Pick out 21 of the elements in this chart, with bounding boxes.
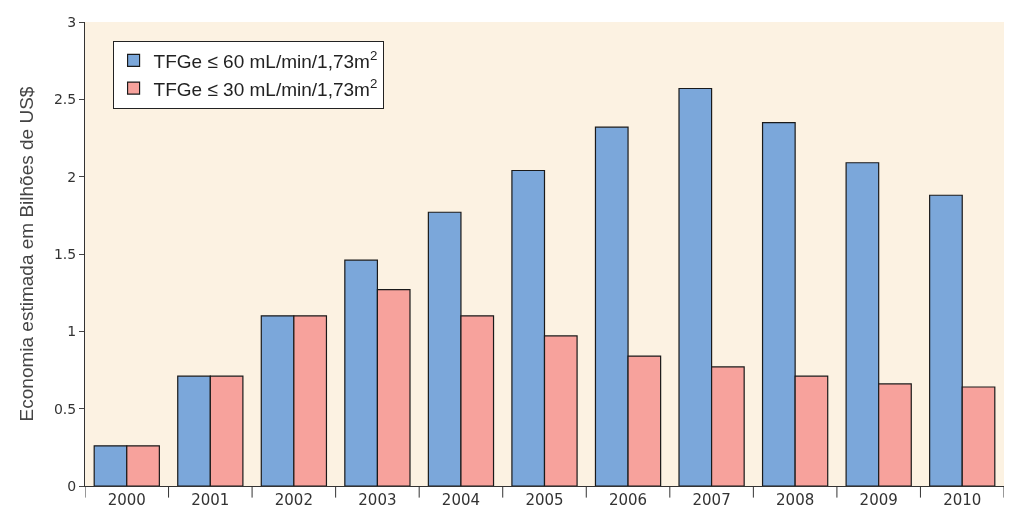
x-tick-label: 2006 bbox=[608, 491, 648, 509]
y-tick-label: 1.5 bbox=[53, 245, 77, 262]
x-tick-label: 2002 bbox=[274, 491, 313, 509]
x-tick-label: 2009 bbox=[859, 491, 898, 509]
x-tick-label: 2004 bbox=[441, 491, 481, 509]
y-tick-label: 2.5 bbox=[53, 91, 77, 108]
y-tick-label: 1 bbox=[67, 323, 77, 340]
y-tick-label: 3 bbox=[67, 13, 77, 30]
x-tick-label: 2000 bbox=[107, 491, 146, 509]
x-tick-label: 2003 bbox=[358, 491, 397, 509]
x-tick-label: 2008 bbox=[776, 491, 815, 509]
y-tick-label: 0 bbox=[67, 477, 77, 494]
y-tick-label: 0.5 bbox=[53, 400, 77, 417]
x-tick-label: 2001 bbox=[191, 491, 230, 509]
legend-label: TFGe ≤ 30 mL/min/1,73m$^{2}$ bbox=[153, 75, 378, 100]
x-tick-label: 2005 bbox=[525, 491, 564, 509]
legend-label: TFGe ≤ 60 mL/min/1,73m$^{2}$ bbox=[153, 47, 378, 72]
y-tick-label: 2 bbox=[67, 168, 77, 185]
x-tick-label: 2007 bbox=[692, 491, 731, 509]
x-tick-label: 2010 bbox=[943, 491, 982, 509]
y-axis-title: Economia estimada em Bilhões de US$ bbox=[15, 86, 37, 422]
